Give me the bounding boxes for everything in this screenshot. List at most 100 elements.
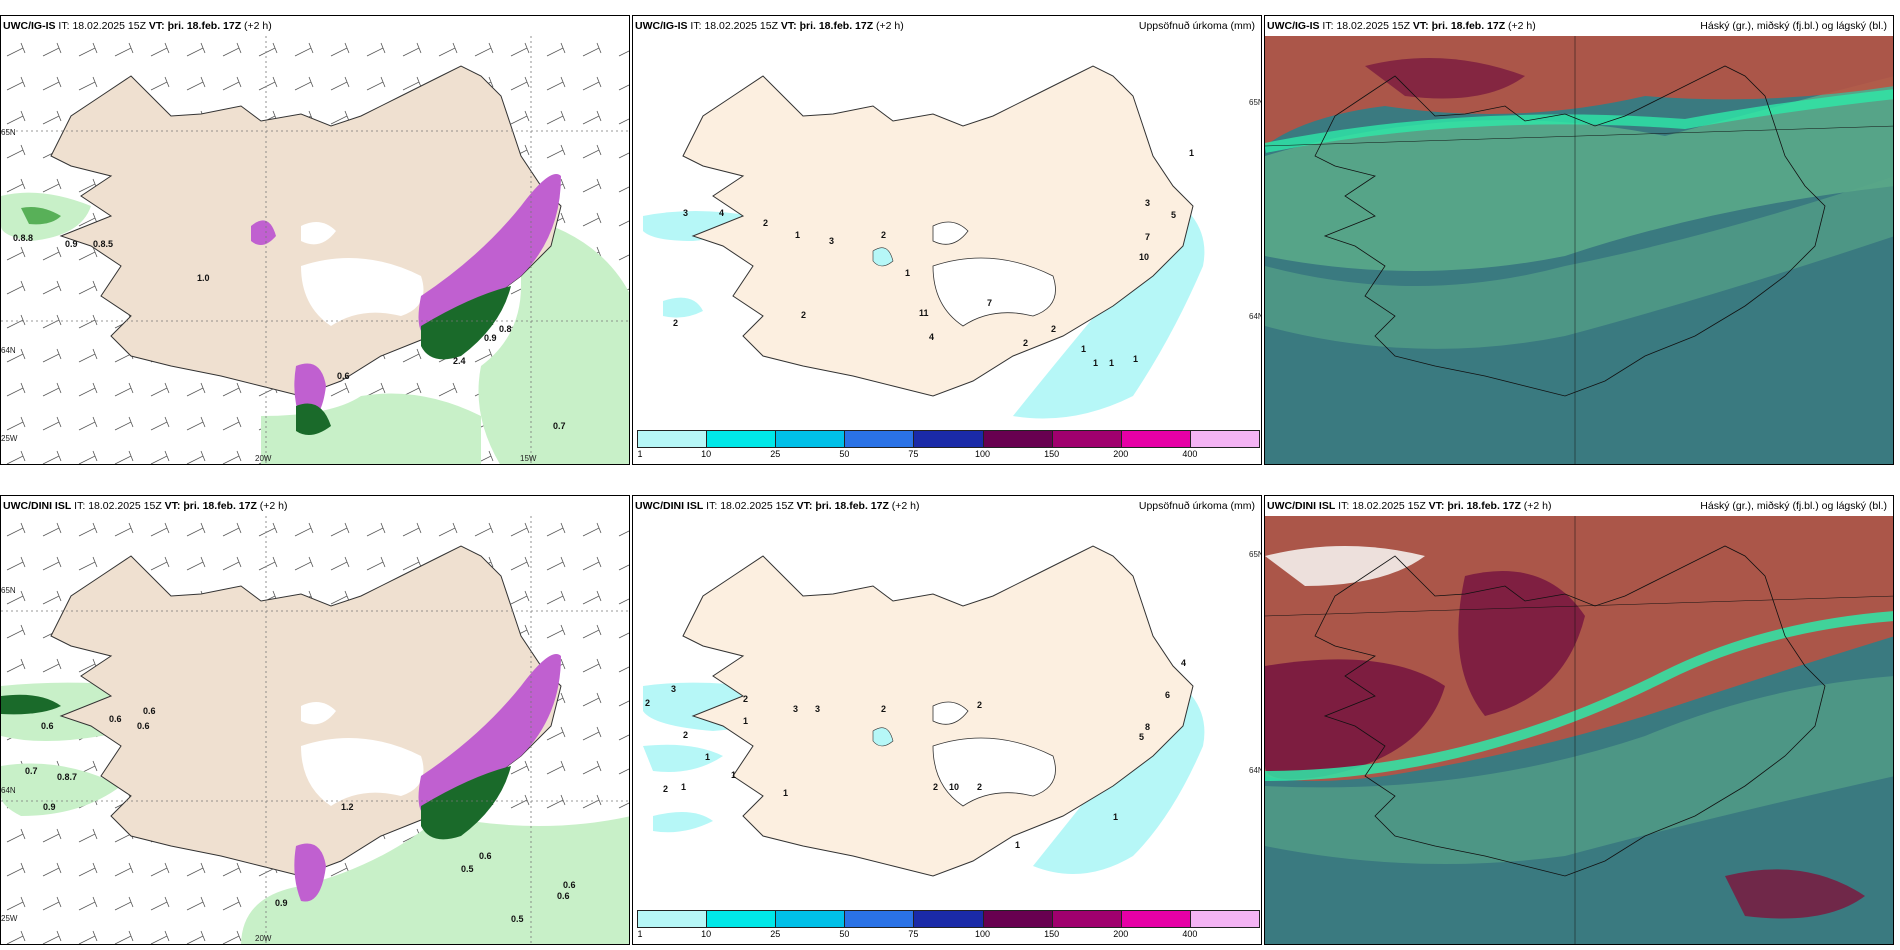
precip-value: 0.5 (511, 914, 524, 924)
accum-value: 8 (1145, 722, 1151, 732)
colorbar-cell (1120, 430, 1191, 448)
accum-value: 2 (801, 310, 807, 320)
colorbar-cell (1051, 430, 1122, 448)
accum-value: 1 (1015, 840, 1021, 850)
accum-value: 10 (1139, 252, 1150, 262)
lat-label: 65N (1249, 550, 1261, 559)
precip-value: 0.6 (137, 721, 150, 731)
precip-value: 0.7 (25, 766, 38, 776)
panel-wind-precip-bottom: UWC/DINI ISL IT: 18.02.2025 15Z VT: þri.… (0, 495, 630, 945)
precip-value: 0.6 (557, 891, 570, 901)
panel-header: UWC/IG-IS IT: 18.02.2025 15Z VT: þri. 18… (633, 16, 1261, 36)
colorbar-cell (1051, 910, 1122, 928)
accum-value: 7 (987, 298, 993, 308)
accum-value: 2 (881, 704, 887, 714)
panel-clouds-bottom: UWC/DINI ISL IT: 18.02.2025 15Z VT: þri.… (1264, 495, 1894, 945)
precip-value: 0.6 (109, 714, 122, 724)
panel-header: UWC/DINI ISL IT: 18.02.2025 15Z VT: þri.… (633, 496, 1261, 516)
colorbar-label: 400 (1182, 929, 1198, 939)
precip-value: 0.9 (43, 802, 56, 812)
colorbar-label: 1 (637, 929, 643, 939)
accum-value: 2 (645, 698, 651, 708)
precip-value: 0.7 (553, 421, 566, 431)
colorbar-label: 10 (701, 449, 712, 459)
colorbar-cell (844, 910, 915, 928)
accum-value: 2 (683, 730, 689, 740)
colorbar-label: 75 (908, 929, 919, 939)
precip-value: 0.8.7 (57, 772, 78, 782)
accum-value: 1 (905, 268, 911, 278)
colorbar-cell (637, 910, 708, 928)
colorbar-cell (1189, 430, 1260, 448)
accum-value: 3 (671, 684, 677, 694)
accum-value: 3 (793, 704, 799, 714)
colorbar-cell (982, 910, 1053, 928)
accum-value: 1 (795, 230, 801, 240)
panel-title: Uppsöfnuð úrkoma (mm) (1138, 20, 1255, 32)
panel-title: Háský (gr.), miðský (fj.bl.) og lágský (… (1700, 500, 1887, 512)
lat-label: 65N (1249, 98, 1261, 107)
lat-label: 64N (1, 786, 16, 795)
accum-value: 4 (1181, 658, 1187, 668)
precip-value: 0.8.8 (13, 233, 34, 243)
lat-label: 25W (1, 914, 18, 923)
accum-value: 1 (1189, 148, 1195, 158)
lat-label: 64N (1249, 312, 1261, 321)
accum-value: 2 (763, 218, 769, 228)
accum-value: 2 (663, 784, 669, 794)
accum-value: 3 (1145, 198, 1151, 208)
colorbar-cell (637, 430, 708, 448)
accum-value: 2 (881, 230, 887, 240)
accum-value: 1 (1093, 358, 1099, 368)
precip-value: 0.5 (461, 864, 474, 874)
precip-value: 0.8 (499, 324, 512, 334)
accum-value: 2 (977, 700, 983, 710)
accum-value: 2 (743, 694, 749, 704)
colorbar-label: 10 (701, 929, 712, 939)
accum-value: 1 (1081, 344, 1087, 354)
accum-value: 1 (783, 788, 789, 798)
lat-label: 64N (1249, 766, 1261, 775)
accum-value: 5 (1139, 732, 1145, 742)
accum-value: 3 (683, 208, 689, 218)
colorbar-cell (775, 430, 846, 448)
colorbar-cell (775, 910, 846, 928)
precip-value: 0.6 (337, 371, 350, 381)
accum-value: 11 (919, 308, 929, 318)
accum-value: 2 (977, 782, 983, 792)
panel-header: UWC/IG-IS IT: 18.02.2025 15Z VT: þri. 18… (1, 16, 629, 36)
accum-value: 10 (949, 782, 960, 792)
colorbar-label: 150 (1044, 449, 1060, 459)
panel-wind-precip-top: UWC/IG-IS IT: 18.02.2025 15Z VT: þri. 18… (0, 15, 630, 465)
precip-value: 0.8.5 (93, 239, 114, 249)
colorbar-label: 50 (839, 929, 850, 939)
accum-value: 3 (815, 704, 821, 714)
colorbar-cell (913, 910, 984, 928)
map-wind-precip: 0.8.8 0.9 0.8.5 1.0 0.6 0.9 0.8 2.4 0.7 … (1, 36, 629, 464)
precip-value: 1.0 (197, 273, 210, 283)
accum-value: 1 (705, 752, 711, 762)
precip-colorbar: 1 10 25 50 75 100 150 200 400 (637, 430, 1260, 460)
precip-value: 0.6 (143, 706, 156, 716)
accum-value: 1 (1109, 358, 1115, 368)
accum-value: 3 (829, 236, 835, 246)
map-accum: 3 2 2 2 3 3 1 2 1 1 2 1 2 10 2 2 1 1 1 4… (633, 516, 1261, 944)
accum-value: 1 (1113, 812, 1119, 822)
accum-value: 4 (929, 332, 935, 342)
lat-label: 65N (1, 586, 16, 595)
accum-value: 1 (731, 770, 737, 780)
lat-label: 25W (1, 434, 18, 443)
accum-value: 2 (673, 318, 679, 328)
precip-value: 0.6 (41, 721, 54, 731)
lon-label: 15W (520, 454, 537, 463)
panel-header: UWC/IG-IS IT: 18.02.2025 15Z VT: þri. 18… (1265, 16, 1893, 36)
colorbar-label: 200 (1113, 449, 1129, 459)
precip-value: 2.4 (453, 356, 466, 366)
panel-title: Háský (gr.), miðský (fj.bl.) og lágský (… (1700, 20, 1887, 32)
lon-label: 20W (255, 454, 272, 463)
accum-value: 5 (1171, 210, 1177, 220)
precip-value: 0.9 (65, 239, 78, 249)
colorbar-label: 75 (908, 449, 919, 459)
accum-value: 7 (1145, 232, 1151, 242)
accum-value: 6 (1165, 690, 1171, 700)
